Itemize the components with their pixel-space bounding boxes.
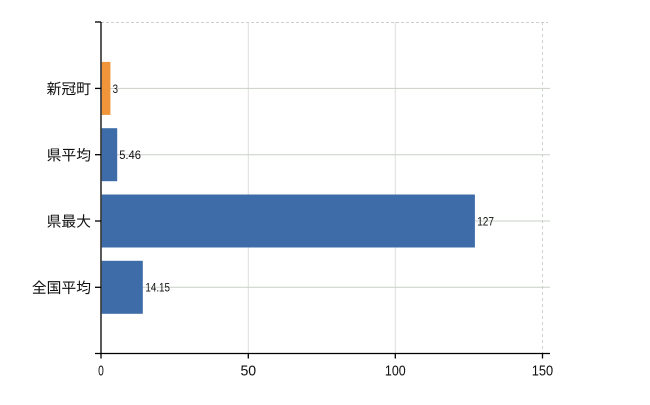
svg-text:0: 0 [98, 363, 104, 380]
svg-text:127: 127 [477, 214, 494, 228]
svg-text:5.46: 5.46 [119, 148, 141, 162]
svg-text:100: 100 [385, 363, 406, 380]
svg-text:50: 50 [240, 363, 256, 380]
svg-text:150: 150 [532, 363, 553, 380]
svg-text:3: 3 [113, 82, 119, 96]
svg-text:14.15: 14.15 [145, 281, 170, 295]
